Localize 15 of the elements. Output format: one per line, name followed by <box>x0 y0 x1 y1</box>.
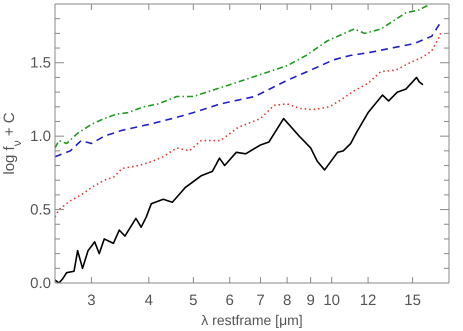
y-tick-label: 1.0 <box>30 128 51 146</box>
y-tick-label: 1.5 <box>30 54 51 72</box>
x-tick-label: 8 <box>282 292 292 309</box>
y-tick-label: 0.0 <box>30 275 51 292</box>
x-axis-title: λ restframe [μm] <box>201 312 303 328</box>
x-tick-label: 9 <box>306 292 315 309</box>
x-tick-label: 7 <box>256 292 265 309</box>
x-tick-label: 6 <box>226 292 234 309</box>
x-tick-label: 15 <box>404 292 421 309</box>
x-tick-label: 12 <box>360 292 376 309</box>
x-tick-label: 3 <box>87 292 96 309</box>
x-tick-label: 5 <box>189 292 198 309</box>
x-tick-label: 4 <box>144 292 153 309</box>
y-tick-label: 0.5 <box>30 202 51 219</box>
x-tick-label: 10 <box>323 292 340 309</box>
